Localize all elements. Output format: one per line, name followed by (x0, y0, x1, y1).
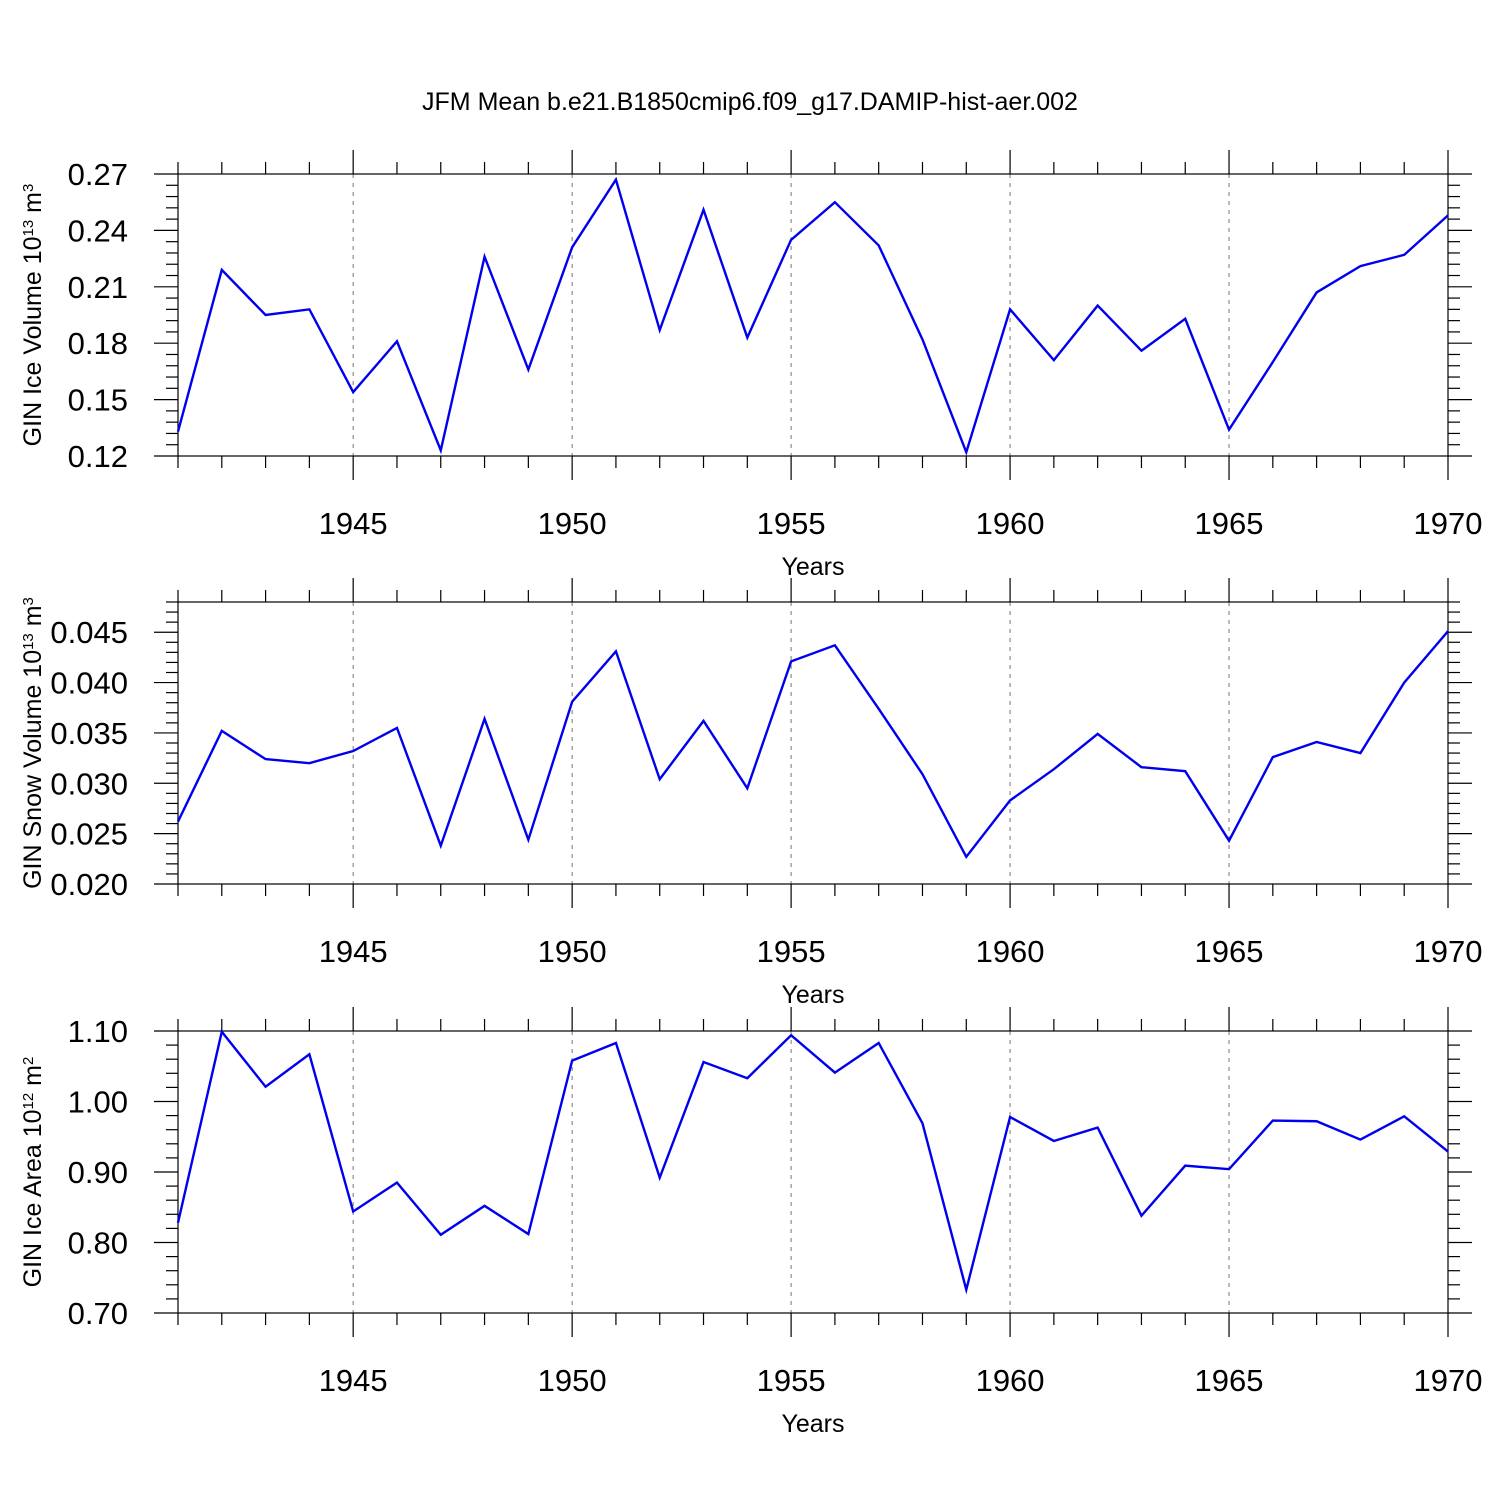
y-tick-label: 0.15 (68, 383, 128, 418)
series-line (176, 630, 1449, 860)
y-axis-label-superscript: 13 (20, 220, 37, 237)
x-tick-label: 1950 (538, 1363, 607, 1398)
y-tick-label: 0.24 (68, 213, 128, 248)
x-tick-label: 1965 (1195, 506, 1264, 541)
y-axis-label-part: m (19, 1065, 47, 1093)
panels: 0.12 0.15 0.18 0.21 0.24 0.27 1945 1950 1955 1960… (19, 150, 1482, 1438)
y-axis-label: GIN Snow Volume 1013 m3 (19, 597, 47, 889)
y-tick-label: 0.020 (50, 867, 128, 902)
x-tick-label: 1945 (319, 1363, 388, 1398)
y-tick-label: 1.10 (68, 1014, 128, 1049)
y-tick-label: 0.80 (68, 1226, 128, 1261)
x-tick-label: 1955 (757, 934, 826, 969)
x-axis-label: Years (781, 981, 844, 1009)
y-axis-label-part: GIN Ice Volume 10 (19, 236, 47, 446)
x-tick-label: 1950 (538, 506, 607, 541)
y-tick-label: 0.045 (50, 615, 128, 650)
x-tick-label: 1970 (1414, 506, 1483, 541)
y-tick-label: 0.12 (68, 439, 128, 474)
y-tick-label: 0.21 (68, 270, 128, 305)
y-tick-label: 0.035 (50, 716, 128, 751)
x-tick-label: 1965 (1195, 1363, 1264, 1398)
plot-frame (177, 1030, 1449, 1314)
y-axis-label-part: m (19, 192, 47, 220)
y-axis-label-part: m (19, 605, 47, 633)
plot-frame (177, 173, 1449, 457)
y-axis-label-superscript: 2 (20, 1057, 37, 1065)
y-tick-label: 1.00 (68, 1085, 128, 1120)
x-axis-label: Years (781, 553, 844, 581)
y-tick-label: 0.030 (50, 766, 128, 801)
y-tick-label: 0.70 (68, 1296, 128, 1331)
x-tick-label: 1960 (976, 1363, 1045, 1398)
x-tick-label: 1960 (976, 934, 1045, 969)
x-tick-label: 1955 (757, 1363, 826, 1398)
panel-1: 0.12 0.15 0.18 0.21 0.24 0.27 1945 1950 1955 1960… (19, 150, 1482, 581)
y-tick-label: 0.18 (68, 326, 128, 361)
x-tick-label: 1950 (538, 934, 607, 969)
panel-3: 0.70 0.80 0.90 1.00 1.10 1945 1950 1955 1960 1965… (19, 1007, 1482, 1438)
x-tick-label: 1970 (1414, 934, 1483, 969)
x-axis-label: Years (781, 1410, 844, 1438)
series-line (176, 176, 1449, 456)
y-axis-label-part: GIN Snow Volume 10 (19, 650, 47, 889)
y-axis-label-superscript: 3 (20, 184, 37, 192)
y-tick-label: 0.27 (68, 157, 128, 192)
y-axis-label-superscript: 12 (20, 1093, 37, 1110)
x-tick-label: 1960 (976, 506, 1045, 541)
panel-2: 0.020 0.025 0.030 0.035 0.040 0.045 1945 1950 19… (19, 578, 1482, 1009)
x-tick-label: 1970 (1414, 1363, 1483, 1398)
x-tick-label: 1945 (319, 934, 388, 969)
y-axis-label-superscript: 3 (20, 597, 37, 605)
series-line (176, 1029, 1449, 1295)
x-tick-label: 1955 (757, 506, 826, 541)
y-tick-label: 0.90 (68, 1155, 128, 1190)
y-tick-label: 0.040 (50, 666, 128, 701)
x-tick-label: 1945 (319, 506, 388, 541)
x-tick-label: 1965 (1195, 934, 1264, 969)
y-tick-label: 0.025 (50, 817, 128, 852)
y-axis-label-part: GIN Ice Area 10 (19, 1109, 47, 1287)
y-axis-label: GIN Ice Area 1012 m2 (19, 1057, 47, 1288)
figure-title: JFM Mean b.e21.B1850cmip6.f09_g17.DAMIP-… (422, 88, 1078, 116)
y-axis-label-superscript: 13 (20, 633, 37, 650)
y-axis-label: GIN Ice Volume 1013 m3 (19, 184, 47, 447)
